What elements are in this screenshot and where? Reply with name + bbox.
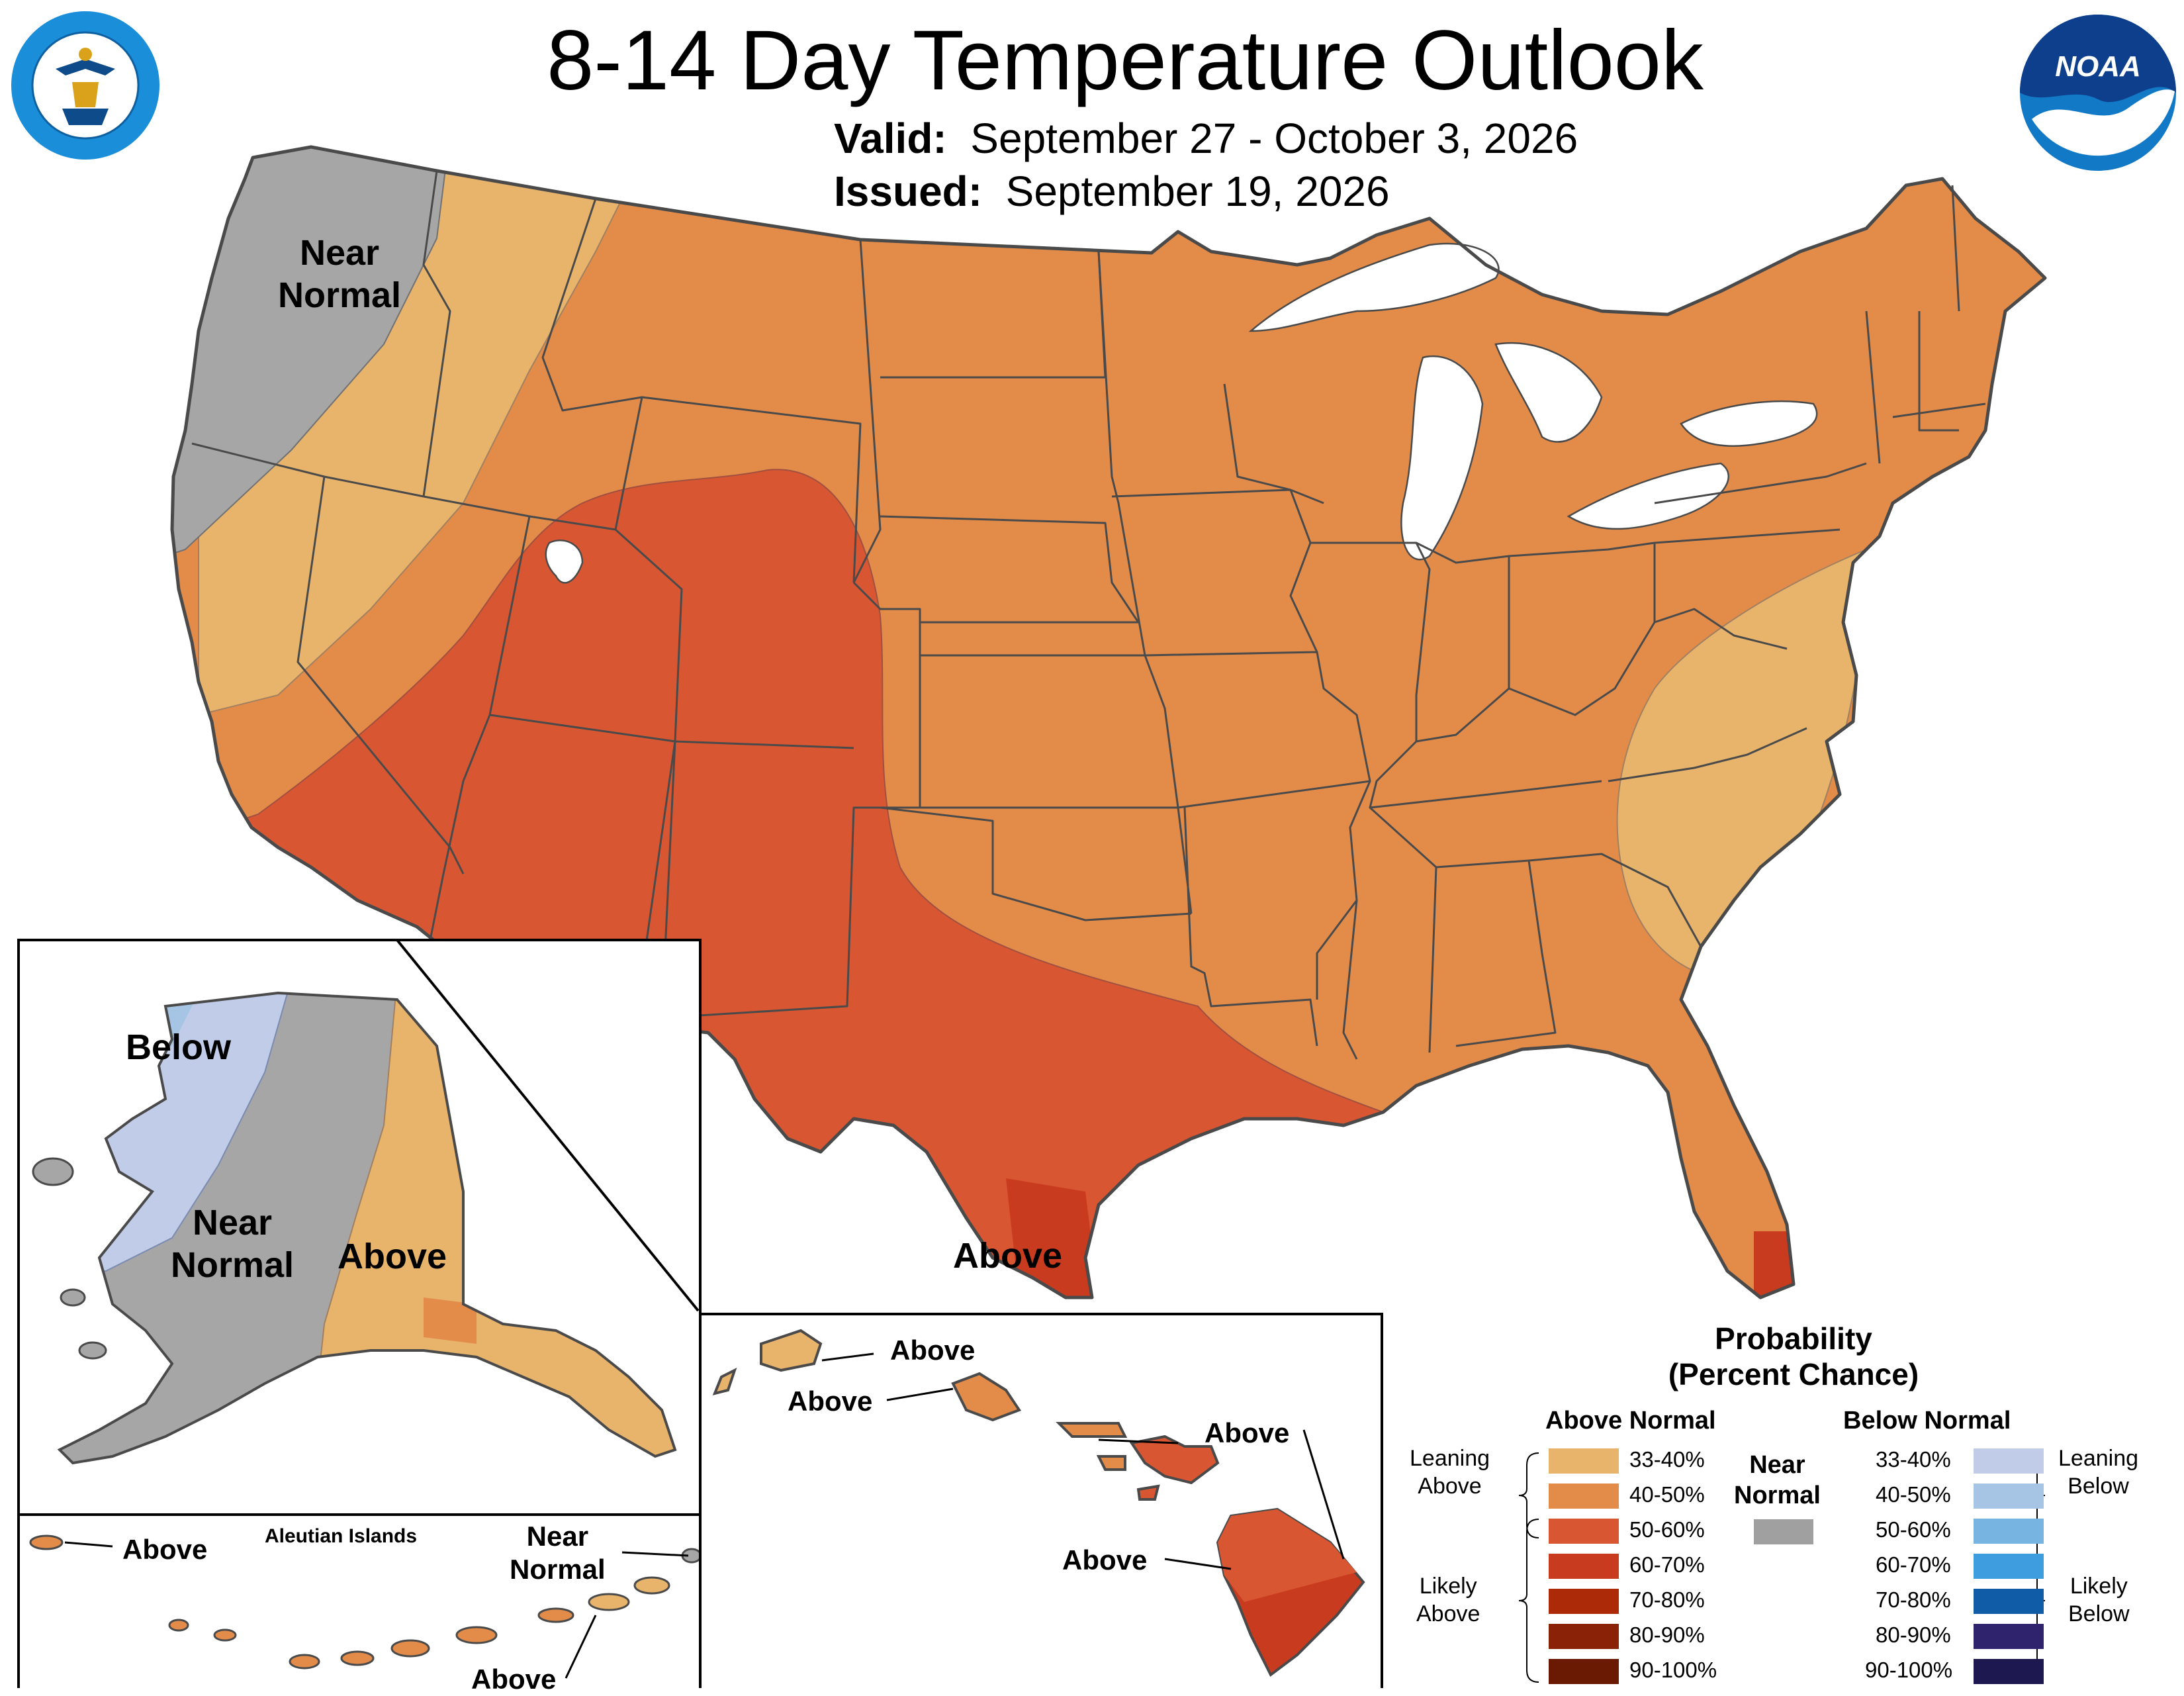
legend-above-swatch	[1549, 1554, 1619, 1579]
page-title: 8-14 Day Temperature Outlook	[547, 13, 1704, 108]
legend-above-swatch	[1549, 1624, 1619, 1649]
aleutian-near-normal-label: Near Normal	[510, 1521, 606, 1585]
legend-below-swatch	[1974, 1659, 2044, 1684]
legend-above-swatch	[1549, 1519, 1619, 1544]
legend-near-normal-swatch	[1754, 1519, 1813, 1544]
hi-kauai-above-label: Above	[890, 1335, 976, 1366]
commerce-seal-logo	[11, 11, 159, 160]
hi-oahu-above-label: Above	[788, 1386, 873, 1417]
ak-near-normal-label: Near Normal	[171, 1203, 295, 1285]
issued-value: September 19, 2026	[1005, 167, 1390, 215]
legend-leaning-below: Leaning Below	[2058, 1446, 2139, 1499]
valid-value: September 27 - October 3, 2026	[970, 115, 1578, 162]
legend-below-range: 33-40%	[1876, 1447, 1951, 1472]
legend-below-swatch	[1974, 1448, 2044, 1474]
noaa-logo: NOAA	[2020, 15, 2176, 171]
valid-line: Valid: September 27 - October 3, 2026	[834, 114, 1578, 163]
legend-below-swatch	[1974, 1624, 2044, 1649]
legend-near-normal-header: Near Normal	[1734, 1451, 1821, 1509]
aleutian-above-west-label: Above	[122, 1534, 208, 1565]
legend-below-swatch	[1974, 1589, 2044, 1614]
legend-above-swatch	[1549, 1589, 1619, 1614]
noaa-logo-text: NOAA	[2055, 50, 2141, 83]
conus-above-label: Above	[953, 1236, 1063, 1276]
legend-above-range: 33-40%	[1629, 1447, 1705, 1472]
issued-line: Issued: September 19, 2026	[834, 167, 1390, 216]
legend-title: Probability (Percent Chance)	[1668, 1321, 1919, 1391]
legend-above-header: Above Normal	[1545, 1407, 1716, 1435]
ak-below-label: Below	[126, 1027, 232, 1067]
legend-above-swatch	[1549, 1484, 1619, 1509]
legend-below-swatch	[1974, 1554, 2044, 1579]
legend-above-range: 50-60%	[1629, 1517, 1705, 1542]
legend-likely-above: Likely Above	[1416, 1574, 1480, 1626]
legend-below-range: 90-100%	[1865, 1658, 1953, 1682]
valid-label: Valid:	[834, 115, 947, 162]
legend-leaning-above: Leaning Above	[1410, 1446, 1490, 1499]
legend-above-range: 70-80%	[1629, 1587, 1705, 1612]
legend-below-swatch	[1974, 1484, 2044, 1509]
aleutian-above-east-label: Above	[471, 1664, 557, 1695]
legend-below-range: 40-50%	[1876, 1482, 1951, 1507]
legend-below-range: 50-60%	[1876, 1517, 1951, 1542]
legend-below-range: 80-90%	[1876, 1623, 1951, 1647]
legend-above-range: 80-90%	[1629, 1623, 1705, 1647]
hi-maui-above-label: Above	[1205, 1417, 1290, 1448]
legend-below-range: 70-80%	[1876, 1587, 1951, 1612]
legend-below-range: 60-70%	[1876, 1552, 1951, 1577]
aleutian-islands-title: Aleutian Islands	[265, 1525, 418, 1547]
legend-above-range: 40-50%	[1629, 1482, 1705, 1507]
ak-above-label: Above	[338, 1237, 447, 1276]
legend-above-range: 90-100%	[1629, 1658, 1717, 1682]
legend-likely-below: Likely Below	[2068, 1574, 2130, 1626]
legend-above-swatch	[1549, 1448, 1619, 1474]
hi-big-island-above-label: Above	[1062, 1544, 1148, 1576]
legend-below-swatch	[1974, 1519, 2044, 1544]
legend-above-range: 60-70%	[1629, 1552, 1705, 1577]
conus-near-normal-label: Near Normal	[278, 233, 402, 315]
issued-label: Issued:	[834, 167, 983, 215]
legend-above-swatch	[1549, 1659, 1619, 1684]
legend-below-header: Below Normal	[1843, 1407, 2011, 1435]
